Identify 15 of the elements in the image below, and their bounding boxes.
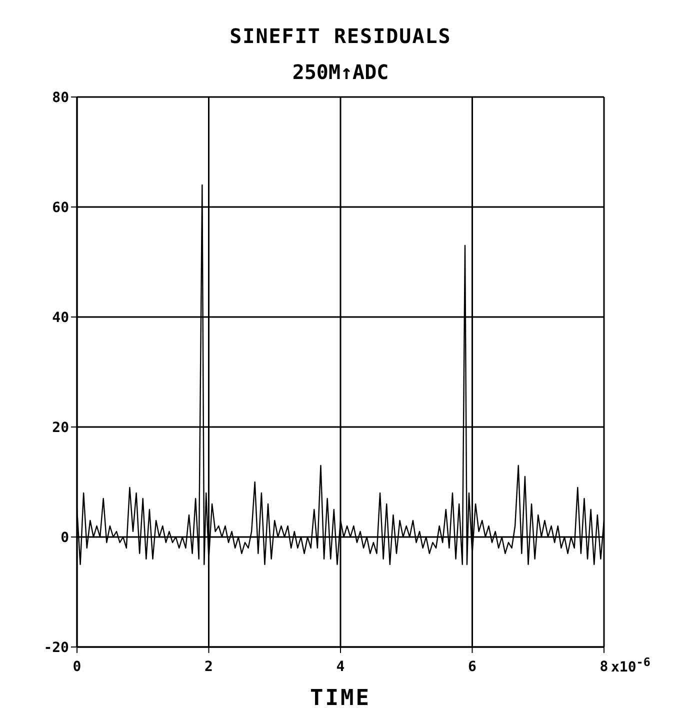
y-tick-label: 80 (52, 90, 69, 106)
x-tick-label: 6 (468, 659, 476, 675)
y-tick-label: 40 (52, 310, 69, 326)
x-tick-label: 4 (336, 659, 345, 675)
x-tick-label: 2 (204, 659, 213, 675)
chart-title: SINEFIT RESIDUALS (228, 24, 452, 48)
chart-subtitle: 250M↑ADC (291, 60, 390, 84)
x-tick-label: 8 (600, 659, 608, 675)
text: x10$^{-6}$ (611, 655, 650, 676)
y-tick-label: 0 (60, 530, 69, 546)
y-tick-label: -20 (44, 640, 69, 656)
y-tick-label: 60 (52, 200, 69, 216)
y-tick-label: 20 (52, 420, 69, 436)
x-tick-label: 0 (72, 659, 82, 675)
x-axis-title: TIME (309, 686, 372, 711)
